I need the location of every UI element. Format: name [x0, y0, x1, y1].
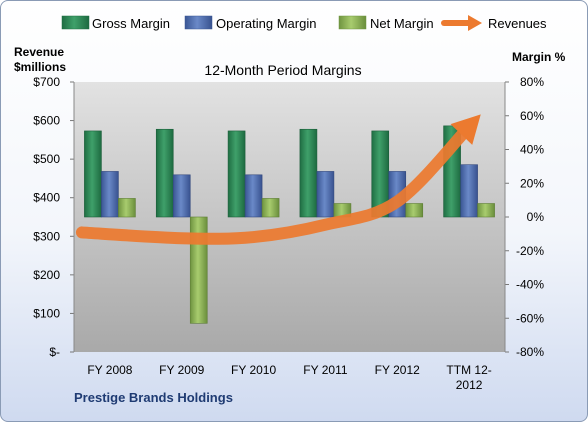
right-tick-label: 20%	[520, 176, 544, 190]
bar-operating-margin	[460, 164, 478, 218]
category-label: FY 2008	[87, 363, 132, 377]
revenues-line	[75, 118, 478, 245]
company-name: Prestige Brands Holdings	[74, 390, 233, 405]
legend-label-revenues: Revenues	[488, 16, 547, 31]
right-tick-label: -20%	[516, 244, 544, 258]
revenues-arrowhead	[450, 114, 481, 145]
left-tick-label: $-	[49, 345, 60, 359]
legend: Gross Margin Operating Margin Net Margin…	[61, 15, 547, 31]
left-axis-title-line1: Revenue	[14, 45, 64, 59]
legend-label-gross-margin: Gross Margin	[92, 16, 170, 31]
right-tick-label: -40%	[516, 278, 544, 292]
left-tick-label: $100	[33, 306, 60, 320]
left-tick-label: $500	[33, 152, 60, 166]
category-label: TTM 12-	[446, 363, 491, 377]
chart-title: 12-Month Period Margins	[204, 62, 361, 78]
left-tick-label: $300	[33, 229, 60, 243]
category-label: FY 2012	[375, 363, 420, 377]
legend-swatch-gross-margin	[61, 15, 90, 30]
bar-operating-margin	[172, 174, 191, 218]
bar-gross-margin	[299, 128, 318, 218]
bar-gross-margin	[155, 128, 174, 218]
legend-swatch-net-margin	[338, 15, 367, 30]
category-label: FY 2010	[231, 363, 276, 377]
right-tick-label: -80%	[516, 345, 544, 359]
bar-gross-margin	[84, 130, 102, 218]
left-tick-label: $600	[33, 114, 60, 128]
right-tick-label: 0%	[527, 210, 545, 224]
category-label: FY 2011	[303, 363, 348, 377]
bar-net-margin	[118, 198, 136, 218]
left-tick-label: $400	[33, 191, 60, 205]
right-tick-label: -60%	[516, 311, 544, 325]
right-axis-title: Margin %	[512, 50, 566, 64]
right-tick-label: 60%	[520, 109, 544, 123]
left-tick-label: $200	[33, 268, 60, 282]
bar-net-margin	[261, 198, 280, 218]
plot-area	[74, 82, 505, 352]
legend-label-net-margin: Net Margin	[370, 16, 434, 31]
right-tick-label: 80%	[520, 75, 544, 89]
bar-operating-margin	[101, 171, 119, 218]
legend-label-operating-margin: Operating Margin	[216, 16, 316, 31]
legend-swatch-operating-margin	[184, 15, 213, 30]
category-label: 2012	[456, 378, 483, 392]
bar-net-margin	[477, 203, 495, 218]
bar-gross-margin	[227, 130, 246, 218]
right-tick-label: 40%	[520, 143, 544, 157]
legend-arrowhead-revenues	[468, 15, 482, 31]
bar-operating-margin	[316, 171, 335, 218]
bar-net-margin	[405, 203, 424, 218]
left-axis-title-line2: $millions	[14, 60, 66, 74]
bar-operating-margin	[244, 174, 263, 218]
left-tick-label: $700	[33, 75, 60, 89]
category-label: FY 2009	[159, 363, 204, 377]
